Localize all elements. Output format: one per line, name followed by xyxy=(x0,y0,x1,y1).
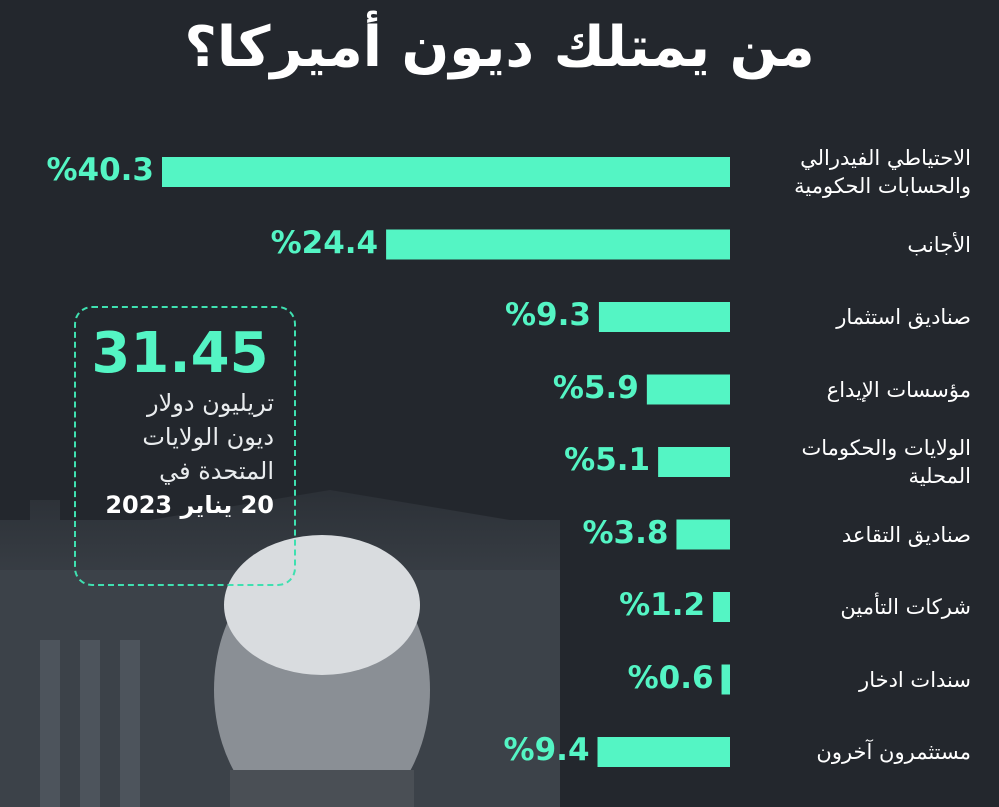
bar-3 xyxy=(646,374,730,405)
category-label-3: مؤسسات الإيداع xyxy=(826,377,971,402)
bar-0 xyxy=(162,157,730,187)
bar-8 xyxy=(597,737,730,767)
bar-2 xyxy=(598,302,730,332)
value-label-5: %3.8 xyxy=(582,514,669,551)
category-label-4: الولايات والحكومات المحلية xyxy=(801,436,971,488)
chart-title: من يمتلك ديون أميركا؟ xyxy=(184,15,815,80)
category-label-8: مستثمرون آخرون xyxy=(816,740,971,764)
value-label-3: %5.9 xyxy=(552,369,639,406)
bar-4 xyxy=(658,447,730,477)
value-label-6: %1.2 xyxy=(619,587,706,623)
category-label-0: الاحتياطي الفيدرالي والحسابات الحكومية xyxy=(794,146,971,198)
total-debt-unit: تريليون دولار xyxy=(147,389,274,417)
bar-7 xyxy=(721,664,730,695)
value-label-4: %5.1 xyxy=(564,442,651,478)
category-label-7: سندات ادخار xyxy=(859,667,971,692)
category-label-6: شركات التأمين xyxy=(840,595,971,619)
value-label-2: %9.3 xyxy=(504,297,591,333)
value-label-0: %40.3 xyxy=(46,152,154,188)
total-debt-date: 20 يناير 2023 xyxy=(105,491,274,519)
value-label-7: %0.6 xyxy=(627,659,714,696)
bar-6 xyxy=(713,592,730,622)
person-photo xyxy=(214,535,430,807)
category-label-5: صناديق التقاعد xyxy=(841,522,971,547)
bars-group xyxy=(162,157,730,767)
total-debt-amount: 31.45 xyxy=(91,321,269,386)
category-label-2: صناديق استثمار xyxy=(836,305,971,329)
total-debt-line-2: ديون الولايات xyxy=(142,423,274,451)
value-label-1: %24.4 xyxy=(270,224,379,261)
total-debt-line-3: المتحدة في xyxy=(159,457,274,485)
category-label-1: الأجانب xyxy=(907,232,971,257)
total-debt-box: 31.45 تريليون دولار ديون الولايات المتحد… xyxy=(74,306,296,586)
bar-5 xyxy=(676,519,730,550)
value-label-8: %9.4 xyxy=(503,732,590,768)
bar-1 xyxy=(386,229,730,260)
